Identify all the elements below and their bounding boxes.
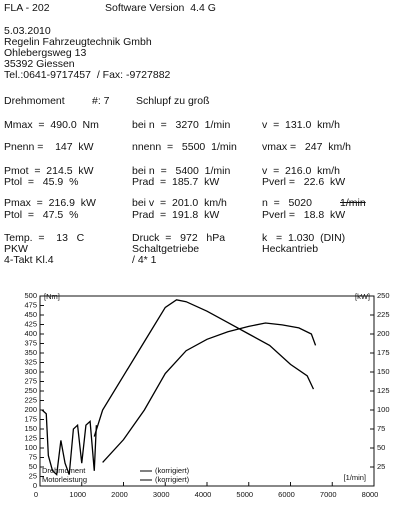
result-cell: Ptol = 47.5 % <box>4 209 79 221</box>
x-tick-label: 6000 <box>278 490 295 499</box>
y-tick-label: 450 <box>24 310 37 319</box>
result-cell: vmax = 247 km/h <box>262 141 351 153</box>
y2-tick-label: 125 <box>377 386 390 395</box>
measurement-note: Schlupf zu groß <box>136 95 210 107</box>
result-cell: Mmax = 490.0 Nm <box>4 119 99 131</box>
legend-name: Motorleistung <box>42 475 87 484</box>
plot-frame <box>39 295 375 487</box>
curve <box>41 409 98 476</box>
y-tick-label: 125 <box>24 433 37 442</box>
x-axis-label: [1/min] <box>343 473 366 482</box>
y2-tick-label: 250 <box>377 291 390 300</box>
y-tick-label: 75 <box>29 452 37 461</box>
legend-text: (korrigiert) <box>155 466 190 475</box>
y-tick-label: 425 <box>24 319 37 328</box>
result-cell: Prad = 185.7 kW <box>132 176 220 188</box>
y-tick-label: 325 <box>24 357 37 366</box>
x-tick-label: 8000 <box>362 490 379 499</box>
result-cell: Pnenn = 147 kW <box>4 141 94 153</box>
x-tick-label: 2000 <box>111 490 128 499</box>
result-cell: 4-Takt Kl.4 <box>4 254 54 266</box>
y-tick-label: 0 <box>33 481 37 490</box>
result-cell: Heckantrieb <box>262 243 319 255</box>
contact: Tel.:0641-9717457 / Fax: -9727882 <box>4 69 171 81</box>
result-cell: Pverl = 22.6 kW <box>262 176 346 188</box>
x-tick-label: 4000 <box>195 490 212 499</box>
y-tick-label: 400 <box>24 329 37 338</box>
y2-axis-label: [kW] <box>355 292 370 301</box>
y2-tick-label: 175 <box>377 348 390 357</box>
result-cell: Prad = 191.8 kW <box>132 209 220 221</box>
y-tick-label: 175 <box>24 414 37 423</box>
x-tick-label: 3000 <box>153 490 170 499</box>
y-tick-label: 375 <box>24 338 37 347</box>
y-tick-label: 25 <box>29 471 37 480</box>
result-cell: Pverl = 18.8 kW <box>262 209 346 221</box>
result-cell: PKW <box>4 243 28 255</box>
y-tick-label: 300 <box>24 367 37 376</box>
street: Ohlebergsweg 13 <box>4 47 87 59</box>
x-tick-label: 0 <box>34 490 38 499</box>
y-tick-label: 250 <box>24 386 37 395</box>
y-tick-label: 275 <box>24 376 37 385</box>
result-cell: bei n = 3270 1/min <box>132 119 231 131</box>
y-tick-label: 475 <box>24 300 37 309</box>
result-cell: Ptol = 45.9 % <box>4 176 79 188</box>
curve <box>93 299 315 437</box>
y-tick-label: 150 <box>24 424 37 433</box>
result-cell: v = 131.0 km/h <box>262 119 340 131</box>
y-tick-label: 500 <box>24 291 37 300</box>
y-tick-label: 225 <box>24 395 37 404</box>
y-tick-label: 50 <box>29 462 37 471</box>
y-tick-label: 350 <box>24 348 37 357</box>
result-cell: v = 216.0 km/h <box>262 165 340 177</box>
struck-unit: 1/min <box>340 197 366 209</box>
measurement-label: Drehmoment <box>4 95 65 107</box>
y2-tick-label: 150 <box>377 367 390 376</box>
result-cell: Schaltgetriebe <box>132 243 200 255</box>
result-cell: / 4* 1 <box>132 254 157 266</box>
measurement-number: #: 7 <box>92 95 110 107</box>
result-cell: Druck = 972 hPa <box>132 232 226 244</box>
y-axis-label: [Nm] <box>44 292 60 301</box>
y-tick-label: 200 <box>24 405 37 414</box>
y2-tick-label: 225 <box>377 310 390 319</box>
y-tick-label: 100 <box>24 443 37 452</box>
x-tick-label: 1000 <box>69 490 86 499</box>
company: Regelin Fahrzeugtechnik Gmbh <box>4 36 152 48</box>
legend-text: (korrigiert) <box>155 475 190 484</box>
y2-tick-label: 100 <box>377 405 390 414</box>
result-cell: Temp. = 13 C <box>4 232 85 244</box>
y2-tick-label: 75 <box>377 424 385 433</box>
city: 35392 Giessen <box>4 58 75 70</box>
legend-name: Drehmoment <box>42 466 86 475</box>
device: FLA - 202 <box>4 2 50 14</box>
result-cell: bei n = 5400 1/min <box>132 165 231 177</box>
x-tick-label: 5000 <box>236 490 253 499</box>
x-tick-label: 7000 <box>320 490 337 499</box>
y2-tick-label: 25 <box>377 462 385 471</box>
result-cell: n = 5020 <box>262 197 312 209</box>
y2-tick-label: 50 <box>377 443 385 452</box>
y2-tick-label: 200 <box>377 329 390 338</box>
result-cell: Pmot = 214.5 kW <box>4 165 94 177</box>
date: 5.03.2010 <box>4 25 51 37</box>
result-cell: nnenn = 5500 1/min <box>132 141 237 153</box>
result-cell: Pmax = 216.9 kW <box>4 197 96 209</box>
curve <box>102 322 317 463</box>
result-cell: bei v = 201.0 km/h <box>132 197 227 209</box>
software: Software Version 4.4 G <box>105 2 216 14</box>
result-cell: k = 1.030 (DIN) <box>262 232 346 244</box>
